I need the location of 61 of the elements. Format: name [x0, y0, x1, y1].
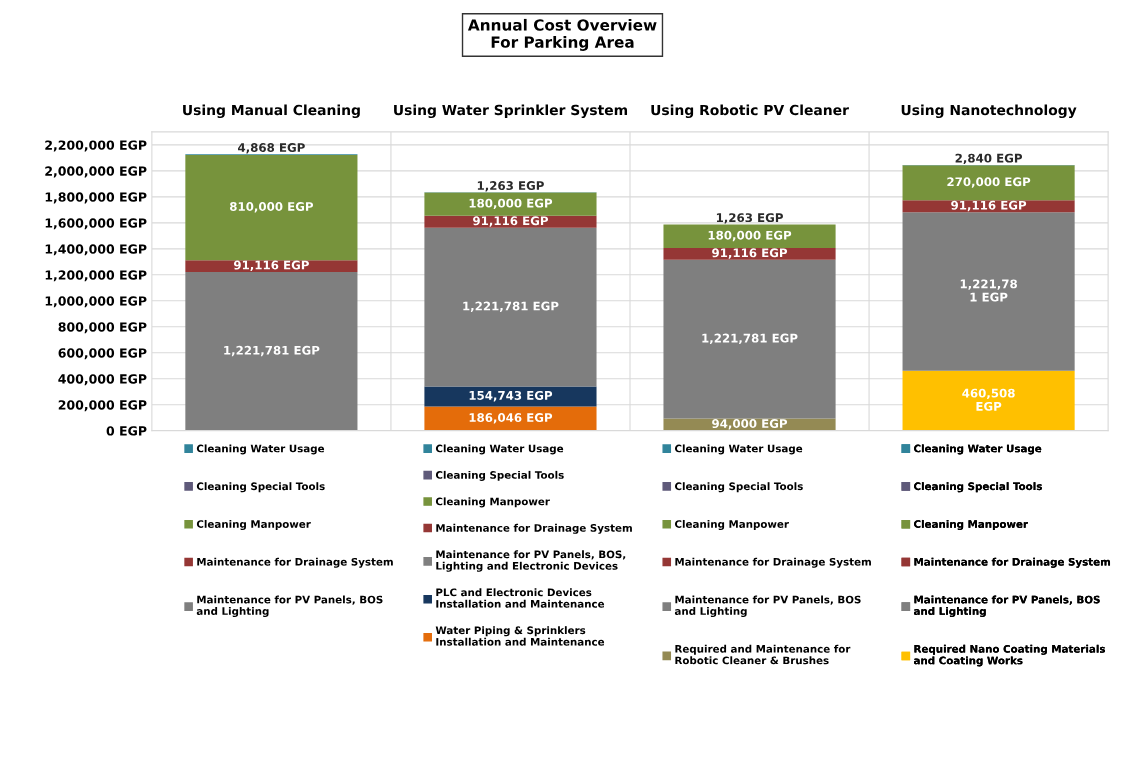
y-tick-label: 2,000,000 EGP — [45, 166, 147, 178]
y-tick-label: 200,000 EGP — [58, 400, 147, 412]
legend-label: Required and Maintenance for Robotic Cleaner & Brushes — [675, 644, 851, 665]
text: Maintenance for Drainage System — [914, 557, 1111, 568]
text: Cleaning Special Tools — [435, 470, 564, 481]
data-label: 1,221,78 1 EGP — [960, 279, 1017, 302]
data-label: 1,263 EGP — [716, 213, 783, 224]
data-label: 2,840 EGP — [955, 153, 1023, 165]
y-tick-label: 1,200,000 EGP — [45, 270, 147, 282]
text: Cleaning Manpower — [196, 519, 311, 530]
data-label: 154,743 EGP — [469, 390, 553, 402]
legend-label: Cleaning Water Usage — [196, 444, 325, 455]
y-tick-label: 1,400,000 EGP — [45, 244, 147, 256]
data-label: 1,221,781 EGP — [463, 301, 559, 312]
y-tick-label: 0 EGP — [106, 426, 147, 436]
text: Cleaning Water Usage — [435, 444, 564, 455]
data-label: 91,116 EGP — [951, 200, 1027, 212]
text: Maintenance for Drainage System — [197, 557, 393, 568]
data-label: 186,046 EGP — [469, 413, 553, 424]
x-tick-label: Using Water Sprinkler System — [394, 104, 628, 119]
y-tick-label: 1,000,000 EGP — [45, 296, 147, 308]
x-tick-label: Using Manual Cleaning — [183, 104, 360, 119]
text: Maintenance for PV Panels, BOS and Lighting — [913, 595, 1100, 618]
data-label: 180,000 EGP — [708, 230, 792, 242]
text: Cleaning Water Usage — [674, 444, 803, 455]
legend-label: Water Piping & Sprinklers Installation and Maintenance — [435, 626, 605, 646]
data-label: 1,263 EGP — [477, 181, 544, 192]
text: Maintenance for Drainage System — [675, 557, 871, 568]
data-label: 4,868 EGP — [238, 143, 305, 154]
data-label: 270,000 EGP — [947, 177, 1031, 188]
x-tick-label: Using Robotic PV Cleaner — [651, 104, 849, 119]
text: Cleaning Manpower — [674, 519, 789, 530]
text: Maintenance for PV Panels, BOS and Lighting — [674, 595, 861, 618]
legend-label: Maintenance for PV Panels, BOS and Lighting — [196, 595, 383, 618]
y-tick-label: 2,200,000 EGP — [45, 140, 147, 152]
legend-label: Maintenance for Drainage System — [436, 523, 632, 534]
data-label: 1,221,781 EGP — [224, 345, 320, 357]
legend-label: Cleaning Manpower — [435, 497, 550, 508]
data-label: 180,000 EGP — [469, 198, 553, 210]
legend-label: PLC and Electronic Devices Installation and Maintenance — [436, 588, 605, 608]
data-label: 460,508 EGP — [962, 388, 1015, 411]
data-label: 810,000 EGP — [229, 202, 314, 213]
y-tick-label: 400,000 EGP — [58, 374, 147, 386]
data-label: 91,116 EGP — [233, 260, 309, 271]
text: Cleaning Special Tools — [914, 482, 1042, 493]
data-label: 94,000 EGP — [712, 419, 788, 430]
y-tick-label: 1,600,000 EGP — [45, 218, 147, 230]
data-label: 91,116 EGP — [473, 216, 549, 227]
legend-label: Maintenance for PV Panels, BOS, Lighting and Electronic Devices — [436, 550, 626, 572]
legend-label: Required Nano Coating Materials and Coating Works — [913, 644, 1106, 667]
y-tick-label: 600,000 EGP — [58, 348, 147, 360]
data-label: 91,116 EGP — [712, 248, 788, 259]
text: Cleaning Special Tools — [674, 482, 803, 493]
y-tick-label: 1,800,000 EGP — [45, 192, 147, 204]
chart-title: Annual Cost Overview For Parking Area — [467, 18, 657, 51]
text: Cleaning Water Usage — [914, 444, 1042, 455]
y-tick-label: 800,000 EGP — [58, 322, 147, 334]
legend-label: Cleaning Special Tools — [196, 482, 325, 493]
x-tick-label: Using Nanotechnology — [901, 104, 1077, 119]
text: Cleaning Manpower — [914, 519, 1028, 530]
data-label: 1,221,781 EGP — [702, 333, 798, 345]
